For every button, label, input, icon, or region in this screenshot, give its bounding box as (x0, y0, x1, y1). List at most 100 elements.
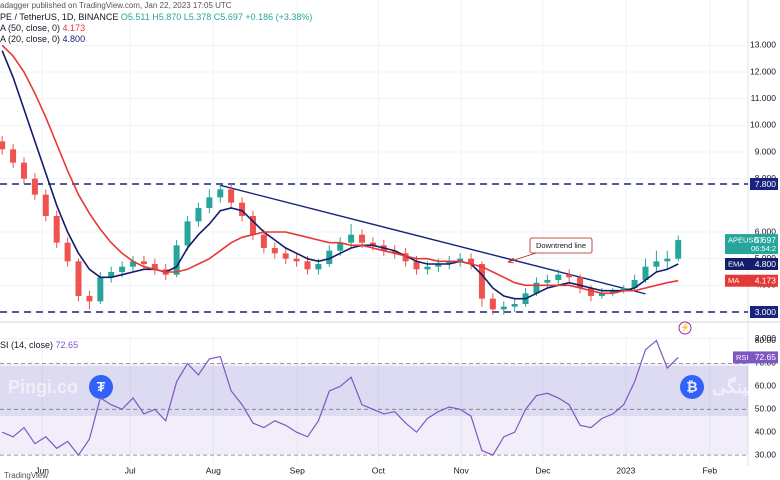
symbol: PE / TetherUS, 1D, BINANCE O5.511 H5.870… (0, 12, 312, 22)
candle-body (555, 274, 562, 280)
price-badge-countdown: 06:54:2 (751, 244, 776, 253)
candle-body (533, 282, 540, 294)
rsi-badge-value: 72.65 (755, 352, 777, 362)
price-badge (725, 274, 778, 287)
candle-body (675, 240, 682, 259)
rsi-tick-label: 40.00 (755, 426, 777, 436)
level-badge-label: 3.000 (755, 307, 777, 317)
candle-body (642, 266, 649, 280)
candle-body (151, 264, 158, 270)
x-tick-label: Feb (703, 465, 718, 475)
y-tick-label: 13.000 (750, 40, 776, 50)
y-tick-label: 9.000 (755, 146, 777, 156)
candle-body (0, 141, 6, 150)
rsi-legend-value: 72.65 (56, 340, 79, 350)
sma-legend-value: 4.173 (63, 23, 86, 33)
candle-body (653, 261, 660, 267)
candle-body (249, 216, 256, 235)
x-tick-label: Oct (372, 465, 386, 475)
price-badge-name: EMA (728, 259, 744, 268)
ema-legend: A (20, close, 0) 4.800 (0, 34, 85, 44)
candle-body (173, 245, 180, 275)
annotation-box (529, 237, 593, 254)
level-badge (750, 306, 778, 318)
candle-body (228, 189, 235, 203)
ema-legend-label: A (20, close, 0) (0, 34, 60, 44)
candle-body (457, 258, 464, 262)
price-badge-name: MA (728, 276, 739, 285)
candle-body (598, 293, 605, 296)
candle-body (10, 149, 17, 163)
candle-body (348, 234, 355, 243)
watermark-left: Pingi.co (8, 377, 78, 397)
candle-body (42, 194, 49, 216)
candle-body (75, 261, 82, 296)
candle-body (86, 296, 93, 302)
rsi-line (1, 339, 679, 457)
watermark-right: پینگی (712, 376, 753, 398)
x-tick-label: Jul (125, 465, 136, 475)
candle-body (217, 189, 224, 198)
price-badge-name: APEUSDT (728, 236, 764, 245)
y-tick-label: 6.000 (755, 226, 777, 236)
candle-body (566, 274, 573, 278)
rsi-badge-name: RSI (736, 353, 749, 362)
candle-body (402, 253, 409, 262)
rsi-tick-label: 30.00 (755, 449, 777, 459)
y-tick-label: 12.000 (750, 66, 776, 76)
annotation-arrow (507, 252, 537, 264)
ema-legend-value: 4.800 (63, 34, 86, 44)
x-tick-label: 2023 (616, 465, 635, 475)
candle-body (282, 253, 289, 259)
candle-body (413, 261, 420, 270)
y-tick-label: 2.000 (755, 333, 777, 343)
candle-body (577, 277, 584, 288)
published: adagger published on TradingView.com, Ja… (0, 1, 232, 10)
y-tick-label: 8.000 (755, 173, 777, 183)
candle-body (315, 264, 322, 270)
watermark-icon (89, 375, 113, 399)
candle-body (489, 298, 496, 310)
candle-body (53, 216, 60, 243)
x-tick-label: Aug (206, 465, 221, 475)
candle-body (587, 288, 594, 296)
price-badge-value: 4.800 (755, 259, 777, 269)
sma-legend: A (50, close, 0) 4.173 (0, 23, 85, 33)
candle-body (64, 242, 71, 262)
candle-body (239, 202, 246, 216)
candle-body (446, 261, 453, 264)
candle-body (620, 288, 627, 291)
y-tick-label: 5.000 (755, 253, 777, 263)
candle-body (337, 242, 344, 251)
price-badge-value: 4.173 (755, 275, 777, 285)
candle-body (130, 261, 137, 267)
candle-body (468, 258, 475, 264)
ohlc: O5.511 H5.870 L5.378 C5.697 +0.186 (+3.3… (121, 12, 312, 22)
candle-body (293, 258, 300, 262)
ma-line (1, 44, 679, 295)
candle-body (664, 258, 671, 262)
candle-body (359, 234, 366, 243)
price-badge (725, 234, 778, 255)
price-badge-value: 5.697 (755, 235, 777, 245)
watermark-icon (680, 375, 704, 399)
rsi-legend: SI (14, close) 72.65 (0, 340, 78, 350)
rsi-badge (733, 351, 778, 364)
candle-body (119, 266, 126, 272)
sma-legend-label: A (50, close, 0) (0, 23, 60, 33)
candle-body (369, 242, 376, 246)
candle-body (206, 197, 213, 208)
x-tick-label: Sep (290, 465, 305, 475)
rsi-tick-label: 50.00 (755, 404, 777, 414)
candle-body (260, 234, 267, 248)
annotation-label: Downtrend line (536, 241, 586, 250)
candle-body (631, 280, 638, 288)
symbol-name: PE / TetherUS, 1D, BINANCE (0, 12, 118, 22)
candle-body (195, 208, 202, 222)
y-tick-label: 10.000 (750, 120, 776, 130)
candle-body (326, 250, 333, 264)
watermark-icon-glyph: ₮ (97, 379, 106, 395)
x-tick-label: Jun (35, 465, 49, 475)
footer: TradingView (4, 471, 48, 480)
